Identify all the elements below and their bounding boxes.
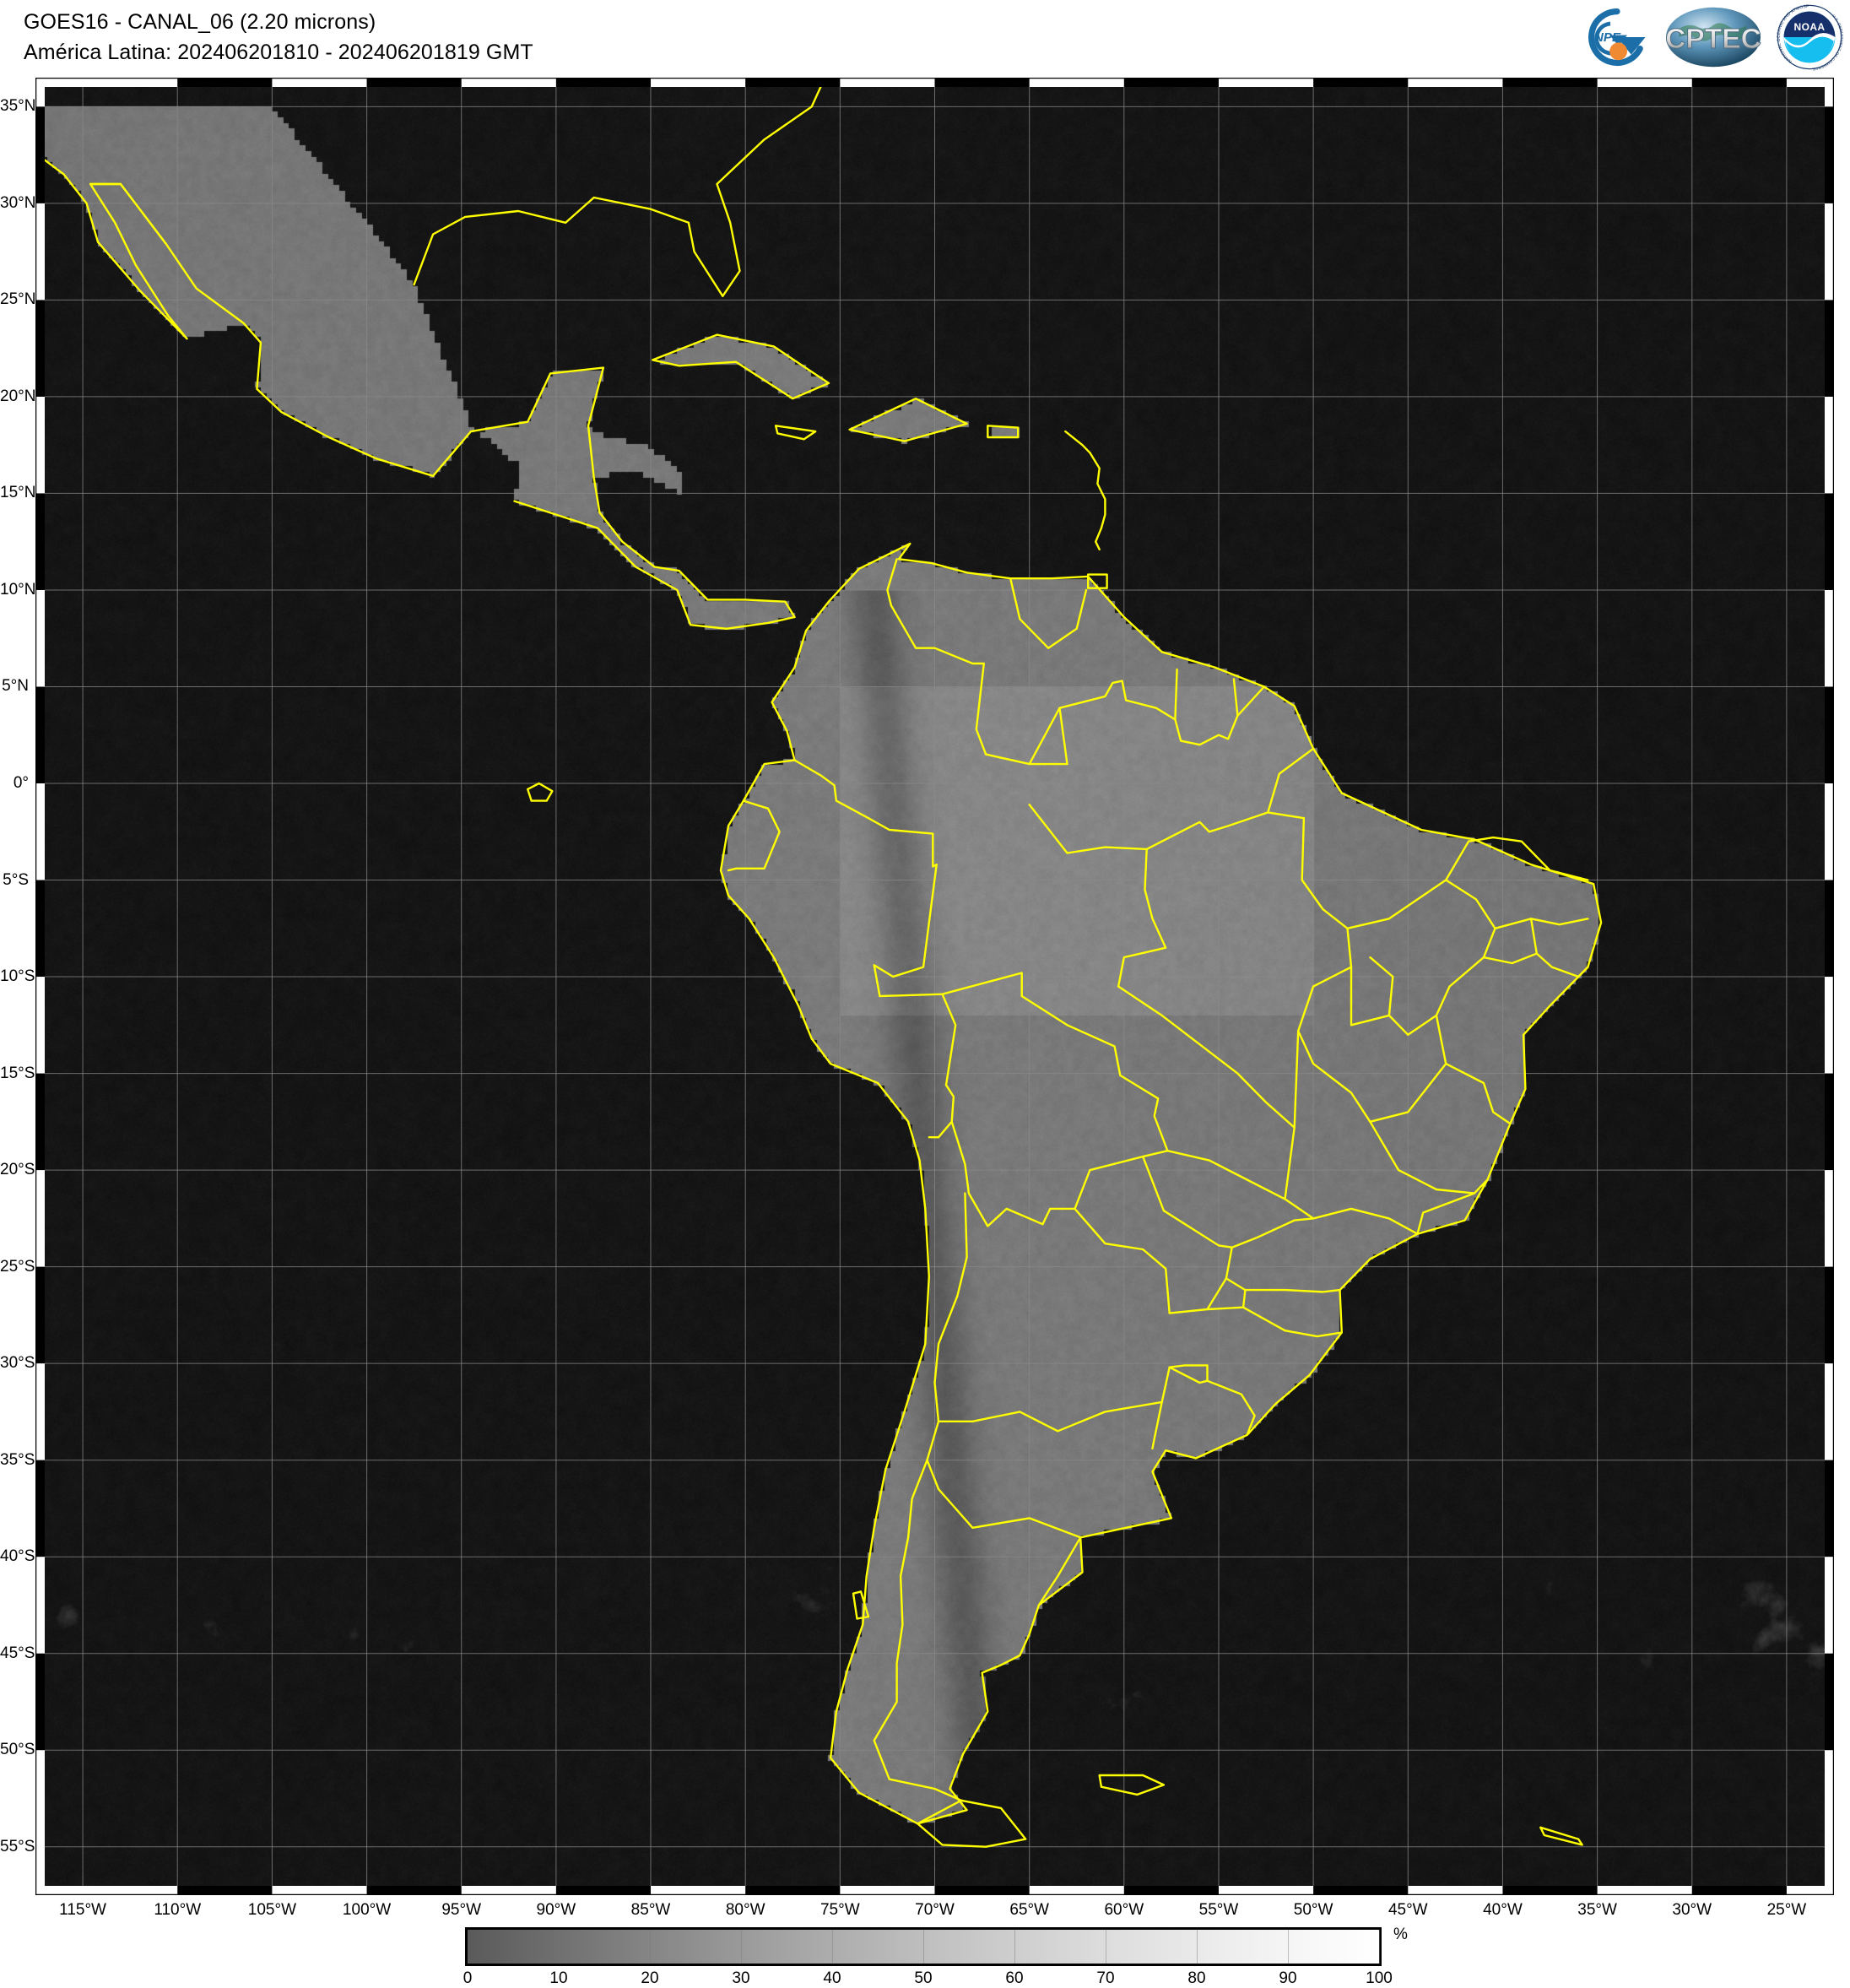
colorbar-tick-label: 40 xyxy=(823,1969,841,1987)
colorbar-tick-label: 100 xyxy=(1366,1969,1393,1987)
title-region-time-line: América Latina: 202406201810 - 202406201… xyxy=(24,41,533,65)
lat-tick-label: 30°S xyxy=(0,1354,35,1373)
lat-tick-label: 10°N xyxy=(0,580,36,599)
lon-tick-label: 50°W xyxy=(1293,1901,1333,1919)
colorbar-gridline xyxy=(559,1930,560,1964)
lon-tick-label: 90°W xyxy=(536,1901,576,1919)
lon-tick-label: 95°W xyxy=(441,1901,482,1919)
lat-tick-label: 30°N xyxy=(0,193,36,212)
lon-tick-label: 100°W xyxy=(342,1901,392,1919)
colorbar-gridline xyxy=(741,1930,742,1964)
colorbar-gridline xyxy=(650,1930,651,1964)
map-overlay-vectors xyxy=(35,78,1834,1895)
colorbar-tick-label: 10 xyxy=(549,1969,568,1987)
lat-tick-label: 50°S xyxy=(0,1741,35,1759)
lat-tick-label: 5°N xyxy=(2,677,29,696)
lon-tick-label: 70°W xyxy=(915,1901,955,1919)
lon-tick-label: 30°W xyxy=(1672,1901,1712,1919)
lat-tick-label: 10°S xyxy=(0,967,35,986)
lat-tick-label: 35°N xyxy=(0,97,36,116)
cptec-logo: CPTEC xyxy=(1665,7,1761,68)
lon-tick-label: 55°W xyxy=(1198,1901,1239,1919)
lat-tick-label: 25°N xyxy=(0,290,36,309)
lat-tick-label: 15°S xyxy=(0,1064,35,1082)
lon-tick-label: 40°W xyxy=(1483,1901,1523,1919)
lon-tick-label: 75°W xyxy=(820,1901,860,1919)
colorbar-tick-label: 50 xyxy=(914,1969,933,1987)
lat-tick-label: 20°S xyxy=(0,1161,35,1179)
colorbar-gridline xyxy=(1379,1930,1380,1964)
colorbar[interactable]: % 0 10 20 30 40 50 60 70 80 90 100 xyxy=(463,1926,1408,1987)
lon-tick-label: 110°W xyxy=(154,1901,202,1919)
colorbar-gridline xyxy=(1288,1930,1289,1964)
colorbar-gridline xyxy=(1197,1930,1198,1964)
colorbar-tick-label: 60 xyxy=(1005,1969,1024,1987)
lat-tick-label: 35°S xyxy=(0,1450,35,1469)
colorbar-gridline xyxy=(832,1930,833,1964)
colorbar-tick-label: 90 xyxy=(1279,1969,1297,1987)
lon-tick-label: 65°W xyxy=(1009,1901,1049,1919)
lat-tick-label: 55°S xyxy=(0,1837,35,1855)
svg-text:NOAA: NOAA xyxy=(1794,21,1826,33)
colorbar-unit-label: % xyxy=(1393,1926,1408,1943)
coastline-and-borders xyxy=(35,78,1603,1848)
lat-tick-label: 0° xyxy=(13,774,29,792)
lat-tick-label: 25°S xyxy=(0,1257,35,1276)
graticule xyxy=(35,78,1834,1895)
title-channel-line: GOES16 - CANAL_06 (2.20 microns) xyxy=(24,10,376,34)
colorbar-gradient xyxy=(465,1927,1382,1966)
lat-tick-label: 45°S xyxy=(0,1644,35,1662)
lon-tick-label: 105°W xyxy=(247,1901,297,1919)
colorbar-tick-label: 20 xyxy=(641,1969,659,1987)
colorbar-tick-label: 70 xyxy=(1096,1969,1115,1987)
svg-text:INPE: INPE xyxy=(1591,30,1621,45)
inpe-logo: INPE xyxy=(1588,8,1646,66)
lat-tick-label: 20°N xyxy=(0,387,36,405)
colorbar-tick-label: 80 xyxy=(1187,1969,1206,1987)
lon-tick-label: 60°W xyxy=(1104,1901,1144,1919)
lon-tick-label: 115°W xyxy=(59,1901,106,1919)
colorbar-gridline xyxy=(923,1930,924,1964)
lon-tick-label: 45°W xyxy=(1388,1901,1428,1919)
lon-tick-label: 85°W xyxy=(630,1901,671,1919)
colorbar-gridline xyxy=(1014,1930,1015,1964)
lat-tick-label: 5°S xyxy=(3,870,29,889)
noaa-logo: NOAA NATIONAL OCEANIC AND ATMOSPHERIC AD… xyxy=(1776,3,1843,71)
lat-tick-label: 40°S xyxy=(0,1547,35,1566)
colorbar-tick-label: 30 xyxy=(732,1969,750,1987)
svg-text:CPTEC: CPTEC xyxy=(1665,24,1761,55)
logo-bar: INPE CPTEC xyxy=(1583,2,1843,73)
colorbar-tick-label: 0 xyxy=(462,1969,473,1987)
lon-tick-label: 25°W xyxy=(1766,1901,1807,1919)
lat-tick-label: 15°N xyxy=(0,484,36,502)
lon-tick-label: 80°W xyxy=(725,1901,765,1919)
satellite-map[interactable] xyxy=(35,78,1834,1895)
header: GOES16 - CANAL_06 (2.20 microns) América… xyxy=(0,0,1850,78)
lon-tick-label: 35°W xyxy=(1577,1901,1617,1919)
page-title: GOES16 - CANAL_06 (2.20 microns) América… xyxy=(24,7,533,68)
